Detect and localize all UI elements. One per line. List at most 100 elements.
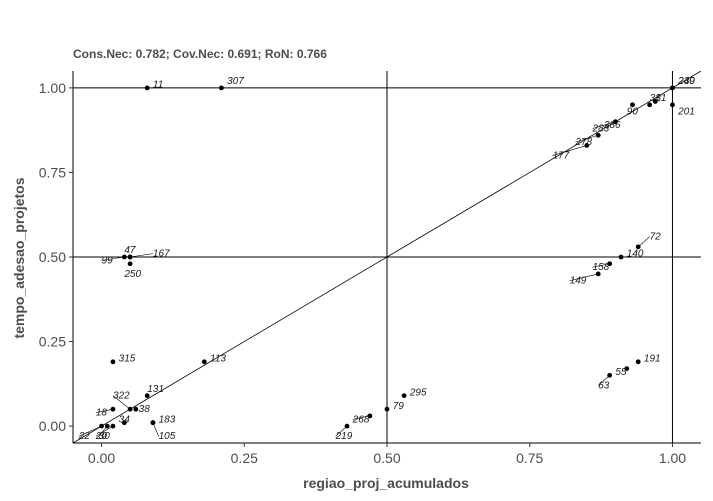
diagonal-line	[73, 71, 701, 443]
point-label: 47	[124, 245, 136, 256]
point-label: 240	[677, 76, 695, 87]
data-point	[127, 406, 133, 412]
y-tick-label: 0.75	[39, 164, 66, 180]
data-point	[401, 393, 407, 399]
label-connector	[95, 408, 114, 413]
data-point	[201, 359, 207, 365]
y-tick-label: 0.00	[39, 418, 66, 434]
data-point	[630, 102, 635, 108]
data-point	[144, 85, 150, 91]
point-label: 239	[677, 76, 695, 87]
data-point	[99, 423, 104, 429]
label-connector	[352, 415, 370, 420]
data-point	[104, 423, 110, 429]
point-label: 31	[650, 93, 661, 104]
label-connector	[598, 375, 610, 386]
point-label: 149	[570, 276, 587, 287]
label-connector	[638, 236, 650, 248]
point-label: 191	[644, 353, 661, 364]
point-label: 105	[159, 431, 176, 442]
point-label: 131	[147, 384, 164, 395]
point-label: 278	[574, 137, 592, 148]
x-tick-label: 1.00	[659, 450, 686, 466]
y-tick-label: 1.00	[39, 80, 66, 96]
data-point	[635, 244, 641, 250]
data-point	[612, 119, 618, 125]
label-connector	[78, 425, 102, 437]
data-point	[652, 99, 658, 104]
x-tick-label: 0.75	[516, 450, 543, 466]
data-point	[133, 406, 139, 412]
point-label: 286	[603, 120, 621, 131]
point-label: 90	[627, 107, 639, 118]
point-label: 183	[159, 414, 176, 425]
data-point	[607, 372, 613, 378]
y-tick-label: 0.25	[39, 334, 66, 350]
x-tick-label: 0.50	[373, 450, 400, 466]
data-point	[144, 393, 150, 399]
point-label: 18	[96, 408, 108, 419]
label-connector	[112, 395, 131, 410]
data-point	[110, 406, 116, 412]
data-point	[121, 420, 127, 426]
point-label: 250	[123, 269, 141, 280]
point-label: 177	[553, 151, 570, 162]
point-label: 315	[119, 353, 136, 364]
data-point	[344, 423, 350, 429]
point-label: 30	[99, 431, 111, 442]
data-point	[121, 254, 127, 260]
point-label: 22	[78, 431, 91, 442]
point-label: 63	[598, 381, 610, 392]
x-tick-label: 0.25	[231, 450, 258, 466]
point-label: 158	[593, 262, 610, 273]
point-label: 11	[153, 80, 163, 91]
data-point	[647, 102, 653, 108]
y-axis-title: tempo_adesao_projetos	[11, 177, 27, 338]
data-point	[110, 359, 116, 365]
data-point	[110, 423, 116, 429]
point-label: 201	[677, 107, 695, 118]
data-point	[670, 85, 675, 91]
axis-ticks: 0.00 0.25 0.50 0.75 1.00 0.00 0.25 0.50 0.75 1.00	[39, 80, 687, 466]
x-tick-label: 0.00	[88, 450, 115, 466]
point-label: 20	[95, 431, 108, 442]
data-point	[127, 261, 133, 267]
data-point	[367, 413, 373, 419]
point-label: 55	[615, 367, 627, 378]
data-point	[624, 366, 630, 371]
point-label: 219	[335, 431, 353, 442]
label-connector	[575, 134, 599, 143]
data-point	[384, 406, 390, 412]
point-label: 81	[655, 93, 666, 104]
data-point	[584, 143, 590, 148]
point-label: 79	[393, 401, 405, 412]
label-connector	[592, 121, 616, 129]
data-point	[618, 254, 624, 260]
data-point	[595, 271, 601, 277]
data-points: 11 307 23924020131819028328627817714072158…	[78, 76, 696, 442]
data-point	[635, 359, 641, 365]
point-label: 268	[352, 414, 370, 425]
label-connector	[552, 145, 587, 156]
point-label: 113	[210, 353, 226, 364]
point-label: 99	[102, 255, 114, 266]
x-axis-title: regiao_proj_acumulados	[303, 475, 469, 491]
point-label: 140	[627, 249, 644, 260]
chart-subtitle: Cons.Nec: 0.782; Cov.Nec: 0.691; RoN: 0.…	[73, 47, 327, 61]
data-point	[670, 102, 675, 108]
data-point	[219, 85, 224, 91]
y-tick-label: 0.50	[39, 249, 66, 265]
data-point	[127, 254, 133, 260]
point-label: 295	[409, 387, 427, 398]
point-label: 307	[227, 76, 244, 87]
data-point	[595, 132, 601, 138]
label-connector	[152, 422, 159, 437]
point-label: 283	[592, 123, 610, 134]
point-label: 34	[119, 414, 131, 425]
point-label: 167	[153, 249, 170, 260]
point-label: 72	[650, 232, 662, 243]
point-label: 322	[113, 391, 130, 402]
data-point	[607, 261, 613, 267]
data-point	[150, 420, 156, 426]
